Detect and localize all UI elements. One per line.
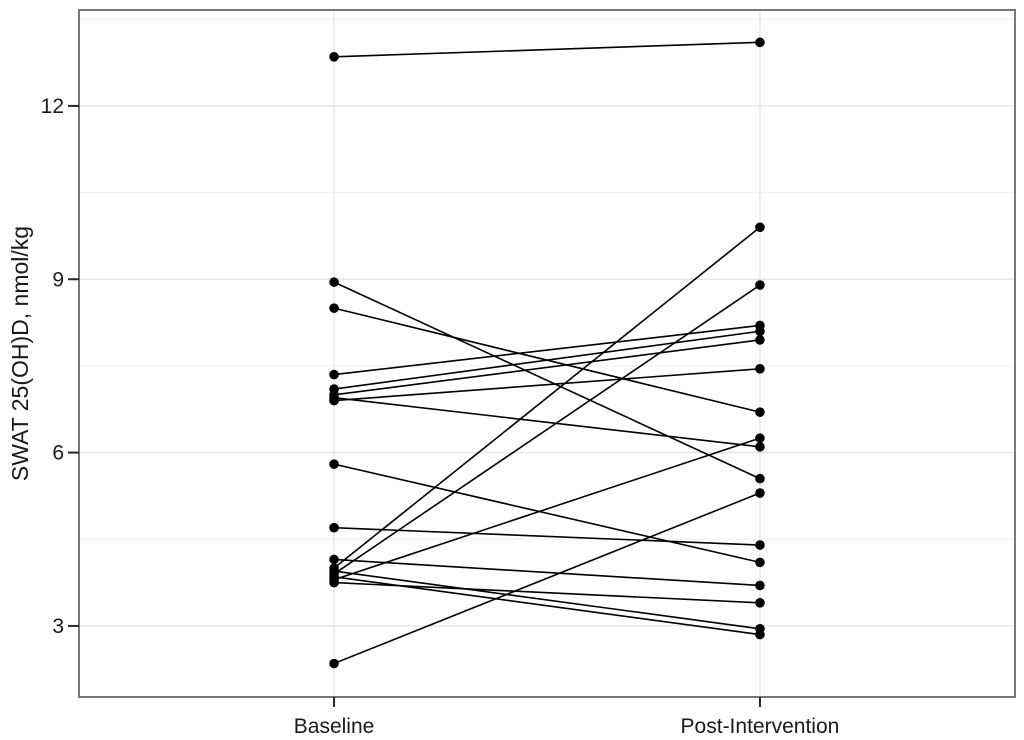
y-tick-label: 9 [52, 268, 64, 291]
subject-line [333, 463, 761, 564]
data-point [329, 303, 339, 313]
data-point [329, 277, 339, 287]
x-tick-label: Post-Intervention [681, 715, 840, 738]
subject-line [333, 284, 761, 575]
subject-line [333, 330, 761, 390]
x-tick-label: Baseline [294, 715, 375, 738]
data-point [755, 326, 765, 337]
subject-line [334, 368, 760, 402]
subject-line [333, 226, 761, 569]
y-tick-label: 12 [41, 95, 64, 118]
data-point [329, 554, 339, 565]
data-point [755, 364, 765, 374]
data-point [755, 598, 765, 608]
plot-panel [79, 10, 1015, 697]
data-point [755, 37, 765, 48]
panel-border [78, 9, 1016, 698]
subject-line [333, 339, 761, 396]
data-point [329, 395, 339, 406]
subject-line [333, 570, 761, 630]
data-point [755, 540, 765, 550]
subject-line [333, 281, 761, 480]
data-point [755, 335, 765, 345]
data-point [329, 52, 339, 62]
data-point [755, 407, 765, 417]
subject-line [333, 396, 761, 448]
data-point [755, 488, 765, 498]
data-point [329, 658, 339, 669]
data-point [329, 577, 339, 588]
subject-line [334, 581, 760, 604]
data-point [329, 522, 339, 533]
data-point [755, 280, 765, 290]
y-axis-title: SWAT 25(OH)D, nmol/kg [7, 226, 33, 481]
data-point [755, 433, 765, 443]
data-point [755, 557, 765, 568]
data-point [755, 629, 765, 640]
subject-line [334, 41, 760, 58]
data-point [755, 473, 765, 484]
data-point [755, 442, 765, 452]
y-tick-label: 3 [52, 615, 64, 638]
data-point [329, 369, 339, 380]
subject-line [334, 526, 760, 546]
y-tick-label: 6 [52, 442, 64, 465]
data-point [329, 459, 339, 469]
data-point [755, 580, 765, 591]
data-point [755, 222, 765, 233]
subject-line [333, 492, 761, 665]
subject-line [333, 437, 761, 581]
subject-line [334, 558, 760, 587]
